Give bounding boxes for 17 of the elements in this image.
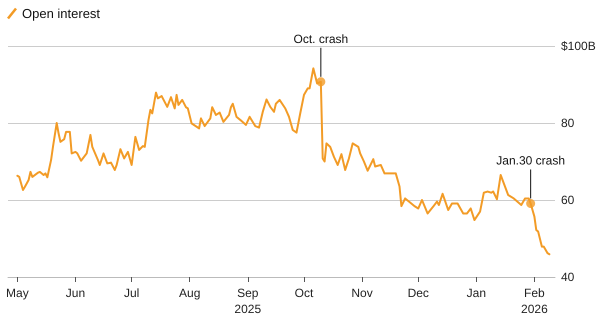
annotation: Jan.30 crash [496,153,566,168]
y-tick-label: 60 [561,193,575,207]
x-tick-label: Nov [351,286,373,300]
x-tick-label: Oct [294,286,314,300]
x-tick-label: May [6,286,29,300]
x-tick-label: Dec [408,286,429,300]
y-tick-label: 40 [561,270,575,284]
x-tick-label: Sep 2025 [234,286,262,316]
x-tick-label: Jun [66,286,86,300]
x-tick-label: Aug [179,286,200,300]
legend-label: Open interest [22,6,100,21]
annotation: Oct. crash [293,32,348,46]
x-tick-label: Jan [466,286,486,300]
y-tick-label: $100B [561,39,596,53]
x-tick-label: Feb 2026 [521,286,548,316]
y-tick-label: 80 [561,116,575,130]
x-tick-label: Jul [124,286,140,300]
